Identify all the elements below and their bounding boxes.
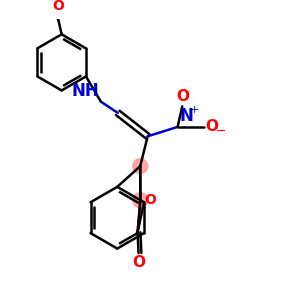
Text: NH: NH: [71, 82, 99, 100]
Text: O: O: [132, 255, 145, 270]
Text: N: N: [179, 107, 194, 125]
Text: O: O: [176, 89, 189, 104]
Text: O: O: [52, 0, 64, 13]
Circle shape: [133, 159, 148, 174]
Text: O: O: [144, 193, 156, 207]
Text: O: O: [206, 119, 219, 134]
Text: −: −: [216, 125, 226, 138]
Text: +: +: [190, 105, 199, 115]
Circle shape: [133, 193, 148, 208]
